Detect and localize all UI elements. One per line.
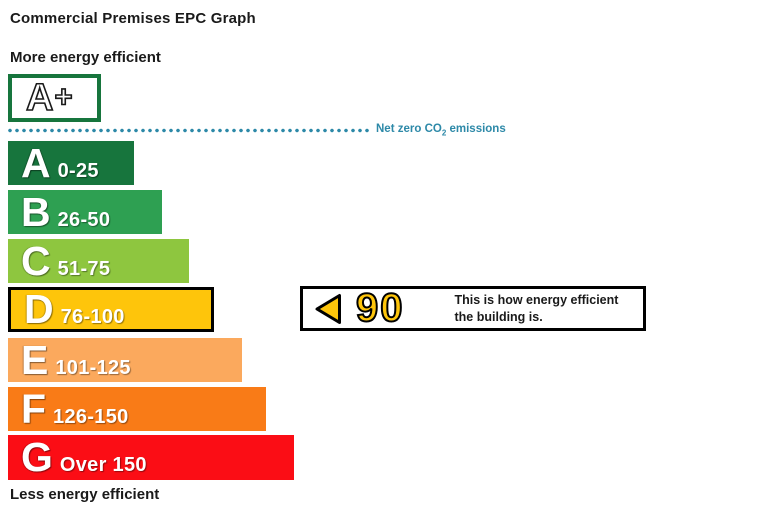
less-energy-efficient-label: Less energy efficient [10,486,160,503]
band-b: B 26-50 [8,190,162,234]
band-f: F 126-150 [8,387,266,431]
band-g: G Over 150 [8,435,294,480]
band-g-range: Over 150 [59,454,147,476]
band-d-letter: D [24,286,54,332]
band-d-range: 76-100 [60,306,125,328]
band-g-letter: G [21,434,53,480]
band-a-plus: A + [8,74,101,122]
band-c-letter: C [21,238,51,284]
band-a-range: 0-25 [57,160,99,182]
band-e: E 101-125 [8,338,242,382]
band-d-current-rating: D 76-100 [8,287,214,332]
rating-value: 90 [355,285,405,330]
rating-description: This is how energy efficient the buildin… [454,292,619,324]
band-a-plus-letter: A [25,77,54,119]
net-zero-label: Net zero CO2 emissions [376,123,506,138]
more-energy-efficient-label: More energy efficient [10,49,161,66]
band-e-letter: E [21,337,49,383]
band-f-range: 126-150 [53,406,129,428]
band-b-range: 26-50 [57,209,111,231]
band-c-range: 51-75 [57,258,111,280]
band-e-range: 101-125 [55,357,131,379]
band-a: A 0-25 [8,141,134,185]
band-b-letter: B [21,189,51,235]
band-c: C 51-75 [8,239,189,283]
net-zero-dotted-line [8,128,370,133]
band-a-letter: A [21,140,51,186]
left-arrow-icon [315,293,341,324]
band-a-plus-sign: + [54,78,74,114]
page-title: Commercial Premises EPC Graph [10,10,256,27]
band-f-letter: F [21,386,47,432]
rating-indicator: 90 This is how energy efficient the buil… [300,286,646,331]
